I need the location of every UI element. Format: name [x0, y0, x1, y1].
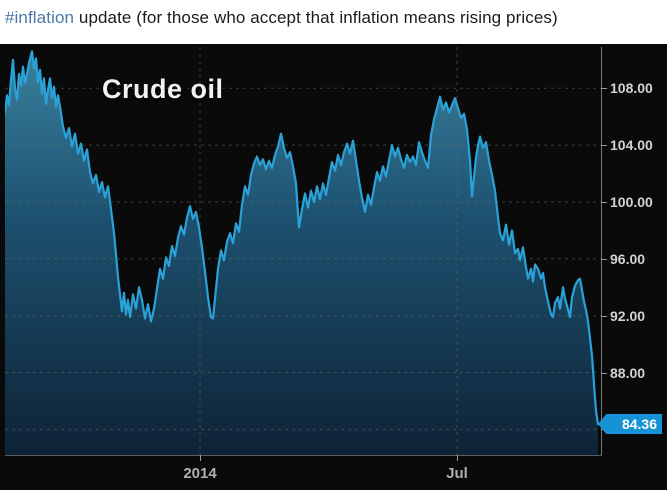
post-caption: #inflation update (for those who accept …: [5, 7, 665, 29]
chart-panel: Crude oil 108.00 104.00 100.00 96.00 92.00 88…: [0, 44, 667, 490]
y-axis-tick: [601, 145, 607, 146]
price-area-fill: [5, 51, 598, 455]
y-axis-tick: [601, 259, 607, 260]
y-axis-tick: [601, 373, 607, 374]
y-axis-label: 108.00: [610, 80, 653, 96]
x-axis-line: [5, 455, 602, 456]
y-axis-label: 96.00: [610, 251, 646, 267]
chart-title: Crude oil: [102, 74, 224, 104]
y-axis-label: 88.00: [610, 365, 646, 381]
plot-area: [5, 47, 601, 455]
caption-text: update (for those who accept that inflat…: [74, 8, 558, 27]
hashtag-link[interactable]: #inflation: [5, 8, 75, 27]
y-axis-tick: [601, 202, 607, 203]
y-axis-label: 92.00: [610, 308, 646, 324]
crude-oil-area-chart: [5, 47, 601, 455]
x-axis-label: 2014: [183, 465, 217, 482]
x-axis-tick: [457, 455, 458, 461]
y-axis-tick: [601, 88, 607, 89]
y-axis-line: [601, 47, 602, 456]
last-price-badge: 84.36: [598, 414, 662, 434]
x-axis-tick: [200, 455, 201, 461]
x-axis-label: Jul: [446, 465, 468, 482]
y-axis-label: 100.00: [610, 194, 653, 210]
price-line: [5, 50, 600, 426]
y-axis-label: 104.00: [610, 137, 653, 153]
y-axis-tick: [601, 316, 607, 317]
